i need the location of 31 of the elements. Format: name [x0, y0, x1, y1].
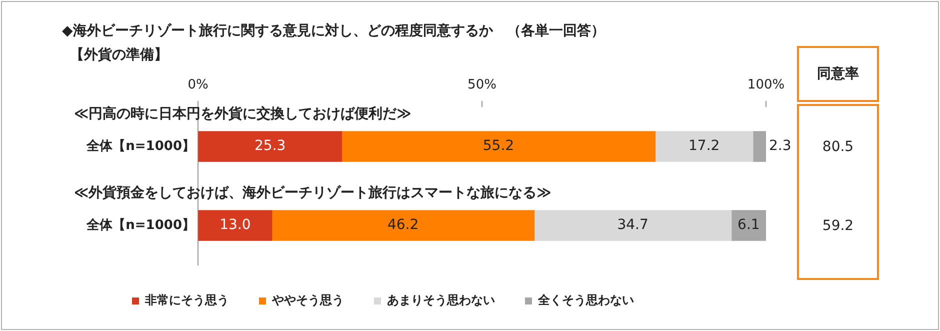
bar	[198, 210, 272, 241]
bar	[731, 210, 766, 241]
legend-label: ややそう思う	[271, 293, 344, 308]
data-label: 55.2	[482, 138, 514, 154]
x-tick-label: 0%	[188, 78, 208, 93]
y-tick-label: 全体【n=1000】	[86, 216, 195, 233]
bar	[654, 131, 754, 162]
data-label: 2.3	[769, 138, 792, 154]
data-label: 46.2	[387, 217, 419, 234]
x-tick-label: 100%	[747, 78, 785, 93]
bar	[198, 131, 342, 162]
data-label: 17.2	[688, 138, 720, 154]
annotation: ≪外貨預金をしておけば、海外ビーチリゾート旅行はスマートな旅になる≫	[73, 184, 552, 202]
bar	[752, 131, 766, 162]
bar	[272, 210, 535, 241]
chart-subtitle: 【外貨の準備】	[70, 46, 168, 64]
bar	[341, 131, 656, 162]
data-label: 34.7	[617, 217, 648, 234]
value-box: 80.5 59.2	[797, 104, 879, 280]
annotation: ≪円高の時に日本円を外貨に交換しておけば便利だ≫	[73, 104, 412, 124]
x-tick-label: 50%	[468, 78, 496, 93]
data-label: 25.3	[254, 138, 286, 154]
legend-label: 非常にそう思う	[144, 293, 229, 308]
legend-label: 全くそう思わない	[537, 293, 634, 308]
data-label: 13.0	[220, 217, 251, 234]
data-label: 6.1	[738, 217, 760, 234]
chart-title: ◆海外ビーチリゾート旅行に関する意見に対し、どの程度同意するか （各単一回答）	[62, 22, 605, 40]
bar	[534, 210, 732, 241]
legend-label: あまりそう思わない	[387, 293, 495, 308]
header-box: 同意率	[797, 46, 879, 102]
y-tick-label: 全体【n=1000】	[86, 138, 195, 154]
